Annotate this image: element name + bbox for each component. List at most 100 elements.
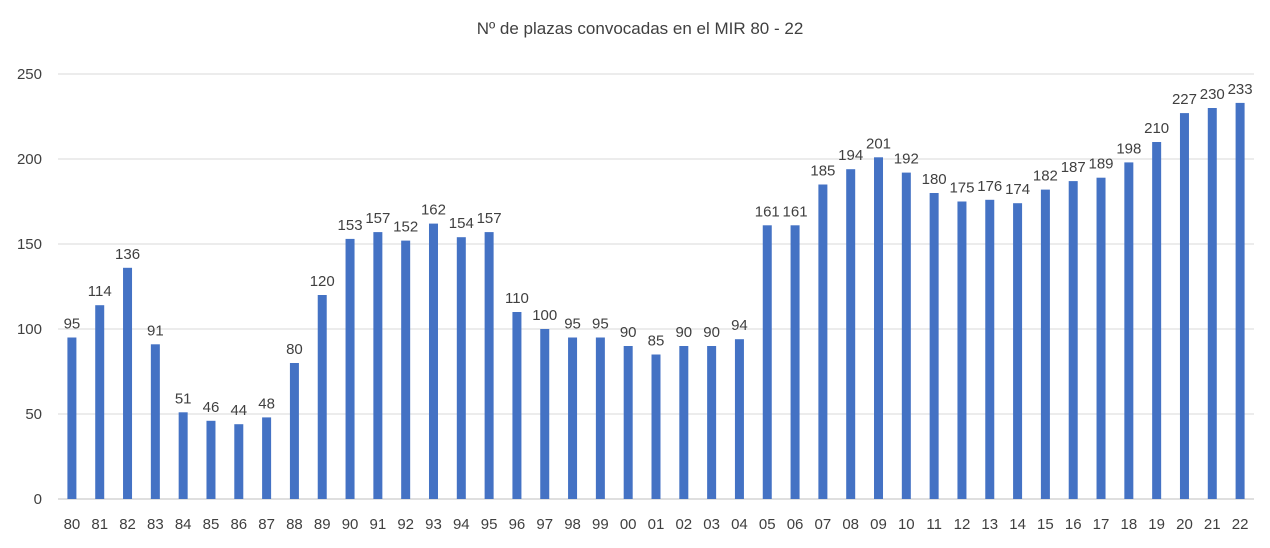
bar: [206, 420, 216, 499]
data-label: 176: [977, 178, 1002, 195]
data-label: 185: [810, 163, 835, 180]
bar: [540, 329, 550, 499]
gridlines: [58, 73, 1254, 500]
data-label: 46: [203, 399, 220, 416]
bar: [595, 337, 605, 499]
x-tick-label: 12: [954, 516, 971, 533]
data-label: 153: [338, 217, 363, 234]
bar: [651, 354, 661, 499]
x-tick-label: 83: [147, 516, 164, 533]
x-tick-label: 00: [620, 516, 637, 533]
x-tick-label: 06: [787, 516, 804, 533]
data-label: 110: [505, 290, 529, 307]
bar: [874, 157, 884, 500]
x-tick-label: 98: [564, 516, 581, 533]
data-label: 136: [115, 246, 140, 263]
data-label: 95: [64, 316, 81, 333]
x-tick-label: 05: [759, 516, 776, 533]
bar: [428, 223, 438, 499]
x-tick-label: 90: [342, 516, 359, 533]
y-tick-label: 100: [17, 321, 42, 338]
data-label: 187: [1061, 159, 1086, 176]
data-label: 90: [703, 324, 720, 341]
x-tick-label: 82: [119, 516, 136, 533]
data-label: 114: [88, 283, 112, 300]
x-tick-label: 97: [536, 516, 553, 533]
data-label: 233: [1228, 81, 1253, 98]
bar: [373, 232, 383, 499]
bar: [123, 267, 133, 499]
data-label: 154: [449, 215, 474, 232]
data-label: 91: [147, 322, 164, 339]
data-label: 175: [949, 180, 974, 197]
bar: [178, 412, 188, 499]
y-tick-label: 0: [34, 491, 42, 508]
data-label: 95: [592, 316, 609, 333]
bar: [345, 238, 355, 499]
x-tick-label: 03: [703, 516, 720, 533]
x-tick-label: 17: [1093, 516, 1110, 533]
x-tick-label: 21: [1204, 516, 1221, 533]
data-label: 100: [532, 307, 557, 324]
data-label: 120: [310, 273, 335, 290]
bar: [401, 240, 411, 499]
data-label: 192: [894, 151, 919, 168]
bar: [679, 346, 689, 499]
bar: [1207, 108, 1217, 499]
bar: [1013, 203, 1023, 499]
data-label: 44: [230, 402, 247, 419]
data-label: 198: [1116, 140, 1141, 157]
data-label: 174: [1005, 181, 1030, 198]
data-label: 85: [648, 333, 665, 350]
x-tick-label: 87: [258, 516, 275, 533]
bar: [317, 295, 327, 499]
bar: [1096, 177, 1106, 499]
x-tick-label: 07: [815, 516, 832, 533]
bar: [929, 193, 939, 499]
bar: [1179, 113, 1189, 499]
x-tick-label: 18: [1120, 516, 1137, 533]
bar: [67, 337, 77, 499]
y-tick-label: 250: [17, 66, 42, 83]
data-label: 180: [922, 171, 947, 188]
data-label: 157: [477, 210, 502, 227]
data-label: 80: [286, 341, 303, 358]
x-tick-label: 15: [1037, 516, 1054, 533]
bar: [734, 339, 744, 499]
bar: [762, 225, 772, 500]
x-tick-label: 93: [425, 516, 442, 533]
data-label: 162: [421, 202, 446, 219]
bar: [1152, 142, 1162, 499]
bar: [1068, 181, 1078, 499]
x-tick-label: 96: [509, 516, 526, 533]
data-label: 157: [365, 210, 390, 227]
x-tick-label: 14: [1009, 516, 1026, 533]
x-tick-label: 04: [731, 516, 748, 533]
y-tick-label: 150: [17, 236, 42, 253]
data-label: 161: [755, 203, 780, 220]
bar: [234, 424, 244, 499]
data-label: 194: [838, 147, 863, 164]
data-label: 161: [783, 203, 808, 220]
bar: [484, 232, 494, 499]
x-tick-label: 01: [648, 516, 665, 533]
bar: [623, 346, 633, 499]
y-tick-label: 200: [17, 151, 42, 168]
x-tick-label: 92: [397, 516, 414, 533]
data-label: 48: [258, 395, 275, 412]
x-tick-label: 80: [64, 516, 81, 533]
bar: [1235, 102, 1245, 500]
bar: [262, 417, 272, 499]
data-label: 51: [175, 390, 192, 407]
x-tick-label: 85: [203, 516, 220, 533]
x-tick-label: 86: [230, 516, 247, 533]
x-tick-label: 95: [481, 516, 498, 533]
x-tick-label: 94: [453, 516, 470, 533]
data-label: 201: [866, 135, 891, 152]
data-label: 227: [1172, 91, 1197, 108]
bar: [985, 199, 995, 500]
x-tick-label: 89: [314, 516, 331, 533]
bar: [790, 225, 800, 500]
